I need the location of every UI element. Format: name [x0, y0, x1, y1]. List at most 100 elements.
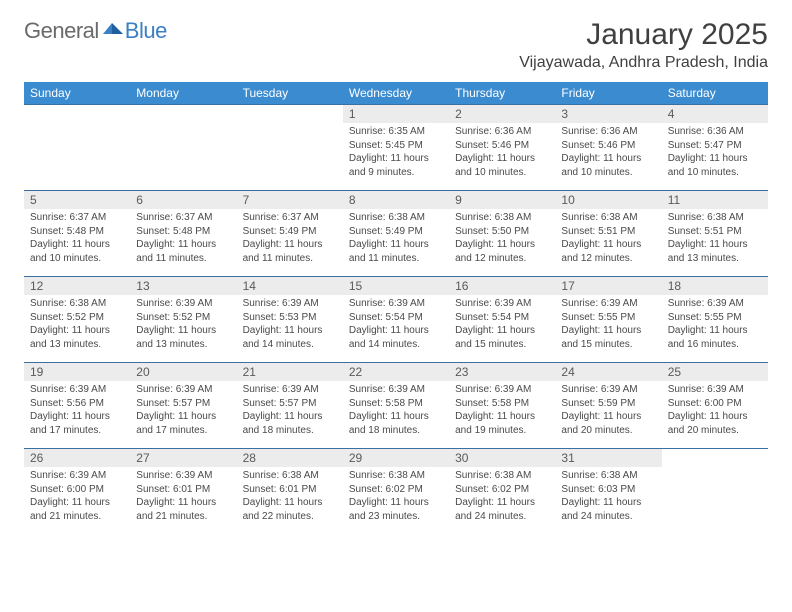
- daylight-label: Daylight:: [668, 239, 707, 250]
- day-number: 12: [24, 277, 130, 295]
- day-number: 10: [555, 191, 661, 209]
- calendar-day-cell: 11Sunrise: 6:38 AMSunset: 5:51 PMDayligh…: [662, 191, 768, 277]
- daylight-line: Daylight: 11 hours and 18 minutes.: [243, 410, 337, 437]
- daylight-line: Daylight: 11 hours and 15 minutes.: [455, 324, 549, 351]
- day-number: [24, 105, 130, 123]
- sunrise-value: 6:38 AM: [388, 212, 425, 223]
- daylight-label: Daylight:: [349, 411, 388, 422]
- sunset-value: 5:46 PM: [598, 140, 635, 151]
- day-number: 16: [449, 277, 555, 295]
- calendar-table: Sunday Monday Tuesday Wednesday Thursday…: [24, 82, 768, 535]
- sunset-value: 6:03 PM: [598, 484, 635, 495]
- sunrise-label: Sunrise:: [668, 126, 705, 137]
- daylight-label: Daylight:: [668, 325, 707, 336]
- sunset-line: Sunset: 5:57 PM: [136, 397, 230, 411]
- calendar-day-cell: 5Sunrise: 6:37 AMSunset: 5:48 PMDaylight…: [24, 191, 130, 277]
- sunrise-line: Sunrise: 6:39 AM: [136, 469, 230, 483]
- daylight-line: Daylight: 11 hours and 23 minutes.: [349, 496, 443, 523]
- day-details: Sunrise: 6:38 AMSunset: 5:49 PMDaylight:…: [343, 209, 449, 269]
- calendar-day-cell: 17Sunrise: 6:39 AMSunset: 5:55 PMDayligh…: [555, 277, 661, 363]
- day-details: Sunrise: 6:38 AMSunset: 5:51 PMDaylight:…: [555, 209, 661, 269]
- calendar-week-row: 19Sunrise: 6:39 AMSunset: 5:56 PMDayligh…: [24, 363, 768, 449]
- daylight-line: Daylight: 11 hours and 13 minutes.: [136, 324, 230, 351]
- sunrise-line: Sunrise: 6:39 AM: [136, 383, 230, 397]
- day-details: Sunrise: 6:39 AMSunset: 5:54 PMDaylight:…: [343, 295, 449, 355]
- day-details: Sunrise: 6:39 AMSunset: 5:52 PMDaylight:…: [130, 295, 236, 355]
- sunrise-line: Sunrise: 6:39 AM: [561, 383, 655, 397]
- day-number: 6: [130, 191, 236, 209]
- calendar-day-cell: 6Sunrise: 6:37 AMSunset: 5:48 PMDaylight…: [130, 191, 236, 277]
- sunset-line: Sunset: 5:49 PM: [349, 225, 443, 239]
- day-number: 14: [237, 277, 343, 295]
- sunset-label: Sunset:: [30, 312, 64, 323]
- daylight-label: Daylight:: [30, 497, 69, 508]
- sunrise-label: Sunrise:: [136, 212, 173, 223]
- dayheader-tue: Tuesday: [237, 82, 343, 105]
- sunset-value: 6:01 PM: [173, 484, 210, 495]
- daylight-line: Daylight: 11 hours and 11 minutes.: [136, 238, 230, 265]
- sunrise-label: Sunrise:: [349, 470, 386, 481]
- daylight-label: Daylight:: [136, 239, 175, 250]
- sunrise-value: 6:39 AM: [388, 298, 425, 309]
- calendar-day-cell: 2Sunrise: 6:36 AMSunset: 5:46 PMDaylight…: [449, 105, 555, 191]
- calendar-body: 1Sunrise: 6:35 AMSunset: 5:45 PMDaylight…: [24, 105, 768, 535]
- daylight-label: Daylight:: [243, 325, 282, 336]
- calendar-day-cell: 18Sunrise: 6:39 AMSunset: 5:55 PMDayligh…: [662, 277, 768, 363]
- sunset-label: Sunset:: [30, 398, 64, 409]
- sunrise-line: Sunrise: 6:39 AM: [30, 469, 124, 483]
- sunset-value: 5:57 PM: [173, 398, 210, 409]
- sunset-line: Sunset: 5:59 PM: [561, 397, 655, 411]
- sunrise-label: Sunrise:: [455, 126, 492, 137]
- daylight-label: Daylight:: [561, 411, 600, 422]
- daylight-line: Daylight: 11 hours and 12 minutes.: [455, 238, 549, 265]
- sunset-value: 5:58 PM: [386, 398, 423, 409]
- day-details: Sunrise: 6:37 AMSunset: 5:49 PMDaylight:…: [237, 209, 343, 269]
- daylight-label: Daylight:: [349, 325, 388, 336]
- sunset-label: Sunset:: [243, 484, 277, 495]
- daylight-line: Daylight: 11 hours and 15 minutes.: [561, 324, 655, 351]
- day-number: [130, 105, 236, 123]
- day-number: 2: [449, 105, 555, 123]
- sunrise-value: 6:37 AM: [69, 212, 106, 223]
- day-number: 11: [662, 191, 768, 209]
- sunset-line: Sunset: 5:52 PM: [30, 311, 124, 325]
- sunset-line: Sunset: 5:56 PM: [30, 397, 124, 411]
- sunset-label: Sunset:: [136, 398, 170, 409]
- calendar-day-cell: 19Sunrise: 6:39 AMSunset: 5:56 PMDayligh…: [24, 363, 130, 449]
- sunrise-line: Sunrise: 6:39 AM: [349, 297, 443, 311]
- sunrise-line: Sunrise: 6:37 AM: [243, 211, 337, 225]
- sunrise-label: Sunrise:: [136, 470, 173, 481]
- sunrise-label: Sunrise:: [30, 470, 67, 481]
- day-number: 29: [343, 449, 449, 467]
- sunset-value: 6:01 PM: [279, 484, 316, 495]
- day-details: Sunrise: 6:39 AMSunset: 6:01 PMDaylight:…: [130, 467, 236, 527]
- sunset-value: 5:47 PM: [704, 140, 741, 151]
- daylight-line: Daylight: 11 hours and 14 minutes.: [243, 324, 337, 351]
- sunset-line: Sunset: 5:50 PM: [455, 225, 549, 239]
- day-details: Sunrise: 6:39 AMSunset: 5:58 PMDaylight:…: [449, 381, 555, 441]
- day-number: 27: [130, 449, 236, 467]
- sunset-line: Sunset: 6:02 PM: [455, 483, 549, 497]
- sunset-value: 5:51 PM: [598, 226, 635, 237]
- sunset-value: 5:57 PM: [279, 398, 316, 409]
- sunrise-line: Sunrise: 6:36 AM: [668, 125, 762, 139]
- sunrise-value: 6:38 AM: [388, 470, 425, 481]
- sunset-label: Sunset:: [455, 484, 489, 495]
- sunrise-label: Sunrise:: [668, 384, 705, 395]
- day-details: Sunrise: 6:39 AMSunset: 5:57 PMDaylight:…: [130, 381, 236, 441]
- sunset-value: 5:52 PM: [67, 312, 104, 323]
- sunrise-value: 6:39 AM: [69, 470, 106, 481]
- sunset-line: Sunset: 5:54 PM: [349, 311, 443, 325]
- calendar-day-cell: 7Sunrise: 6:37 AMSunset: 5:49 PMDaylight…: [237, 191, 343, 277]
- calendar-day-cell: 13Sunrise: 6:39 AMSunset: 5:52 PMDayligh…: [130, 277, 236, 363]
- calendar-day-cell: 23Sunrise: 6:39 AMSunset: 5:58 PMDayligh…: [449, 363, 555, 449]
- day-number: 15: [343, 277, 449, 295]
- daylight-label: Daylight:: [349, 153, 388, 164]
- sunrise-line: Sunrise: 6:39 AM: [243, 297, 337, 311]
- day-number: 21: [237, 363, 343, 381]
- sunset-label: Sunset:: [455, 226, 489, 237]
- sunset-line: Sunset: 5:46 PM: [455, 139, 549, 153]
- day-details: Sunrise: 6:39 AMSunset: 6:00 PMDaylight:…: [24, 467, 130, 527]
- sunset-label: Sunset:: [668, 226, 702, 237]
- daylight-line: Daylight: 11 hours and 9 minutes.: [349, 152, 443, 179]
